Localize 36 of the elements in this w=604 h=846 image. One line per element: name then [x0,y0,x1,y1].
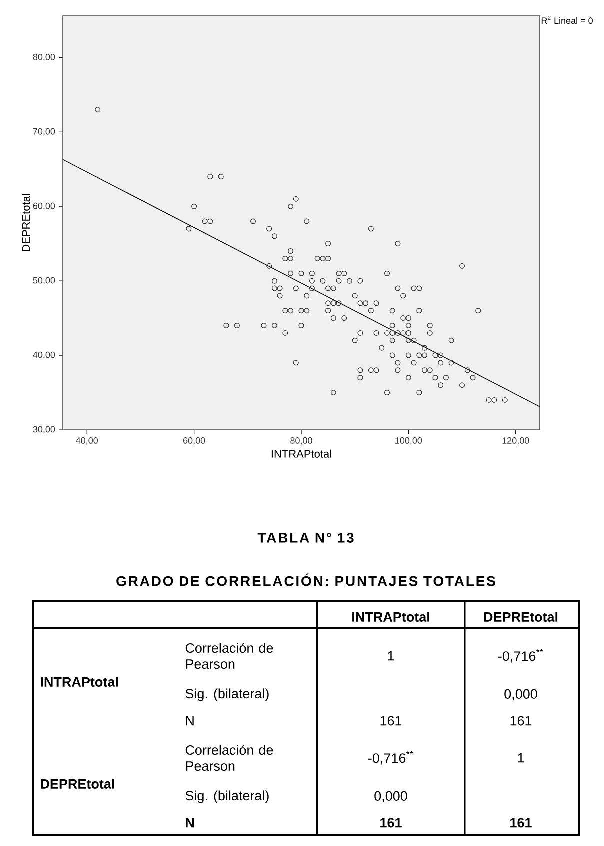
text: 161 [510,818,532,828]
y-tick-label: 80,00 [33,54,56,62]
x-tick-label: 80,00 [290,438,312,445]
text: DEPREtotal [41,779,114,789]
text: Sig. (bilateral) [186,688,269,702]
text: -0,716$^{**}$ [498,649,544,663]
text: TABLA N° 13 [258,533,354,543]
text: 161 [510,716,532,726]
text: INTRAPtotal [352,612,430,622]
y-tick-label: 70,00 [33,128,56,136]
text: 161 [380,818,402,828]
y-tick-label: 60,00 [33,202,56,210]
text: R$^{2}$ Lineal = 0 [542,16,593,24]
x-tick-label: 100,00 [396,438,422,445]
text: Sig. (bilateral) [186,790,269,804]
text: 1 [388,651,394,661]
text: INTRAPtotal [41,677,118,687]
text: DEPREtotal [484,612,558,622]
x-axis-title: INTRAPtotal [272,450,332,458]
text: Correlación de Pearson [186,744,274,772]
text: -0,716$^{**}$ [368,751,414,765]
x-tick-label: 60,00 [184,438,206,445]
y-tick-label: 30,00 [33,426,56,434]
text: N [186,818,194,828]
text: N [186,716,194,726]
y-axis-title: DEPREtotal [22,194,30,252]
text: 0,000 [504,689,538,701]
y-tick-label: 40,00 [33,352,56,360]
text: 161 [380,716,402,726]
text: GRADO DE CORRELACIÓN: PUNTAJES TOTALES [116,574,496,586]
text: 0,000 [374,791,408,803]
text: 1 [518,753,524,763]
text: Correlación de Pearson [186,642,274,670]
y-tick-label: 50,00 [33,277,56,285]
x-tick-label: 120,00 [502,438,530,445]
x-tick-label: 40,00 [76,438,98,445]
